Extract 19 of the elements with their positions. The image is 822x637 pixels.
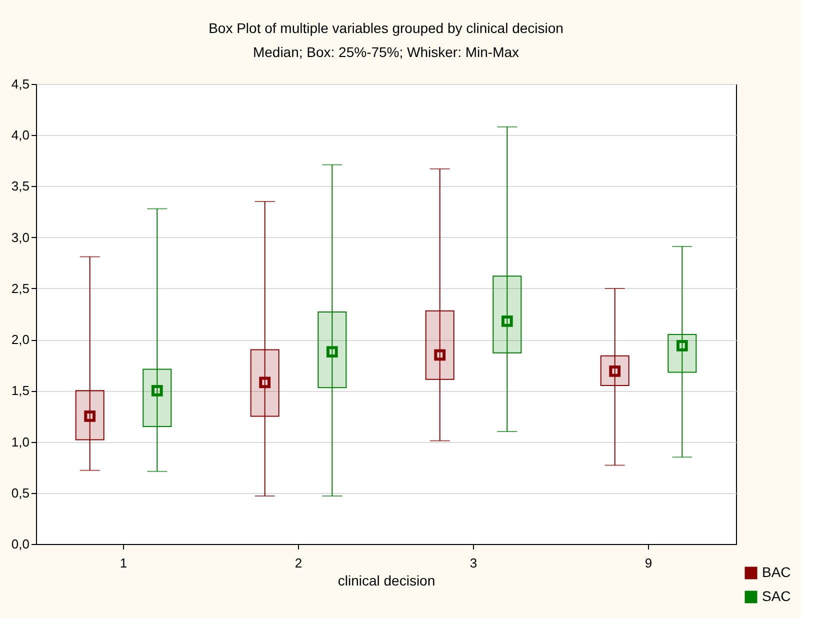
y-tick-label: 4,0 — [11, 128, 30, 143]
x-tick-label: 1 — [120, 556, 128, 570]
chart-subtitle: Median; Box: 25%-75%; Whisker: Min-Max — [252, 44, 520, 60]
y-tick-label: 0,0 — [11, 536, 30, 552]
y-tick-label: 0,5 — [11, 485, 30, 500]
x-axis-title: clinical decision — [338, 572, 436, 588]
y-tick-label: 2,5 — [11, 280, 30, 296]
x-tick-label: 3 — [470, 556, 478, 570]
y-tick-label: 1,5 — [11, 383, 30, 398]
x-tick-label: 2 — [294, 556, 302, 570]
chart-title: Box Plot of multiple variables grouped by clinical decision — [208, 20, 564, 36]
y-tick-label: 3,5 — [11, 178, 30, 194]
y-tick-label: 2,0 — [11, 332, 30, 348]
legend-label: SAC — [762, 588, 791, 604]
legend-label: BAC — [762, 564, 791, 580]
y-tick-label: 4,5 — [11, 76, 30, 92]
y-tick-label: 1,0 — [11, 434, 30, 450]
x-tick-label: 9 — [644, 556, 652, 570]
y-tick-label: 3,0 — [11, 230, 30, 245]
